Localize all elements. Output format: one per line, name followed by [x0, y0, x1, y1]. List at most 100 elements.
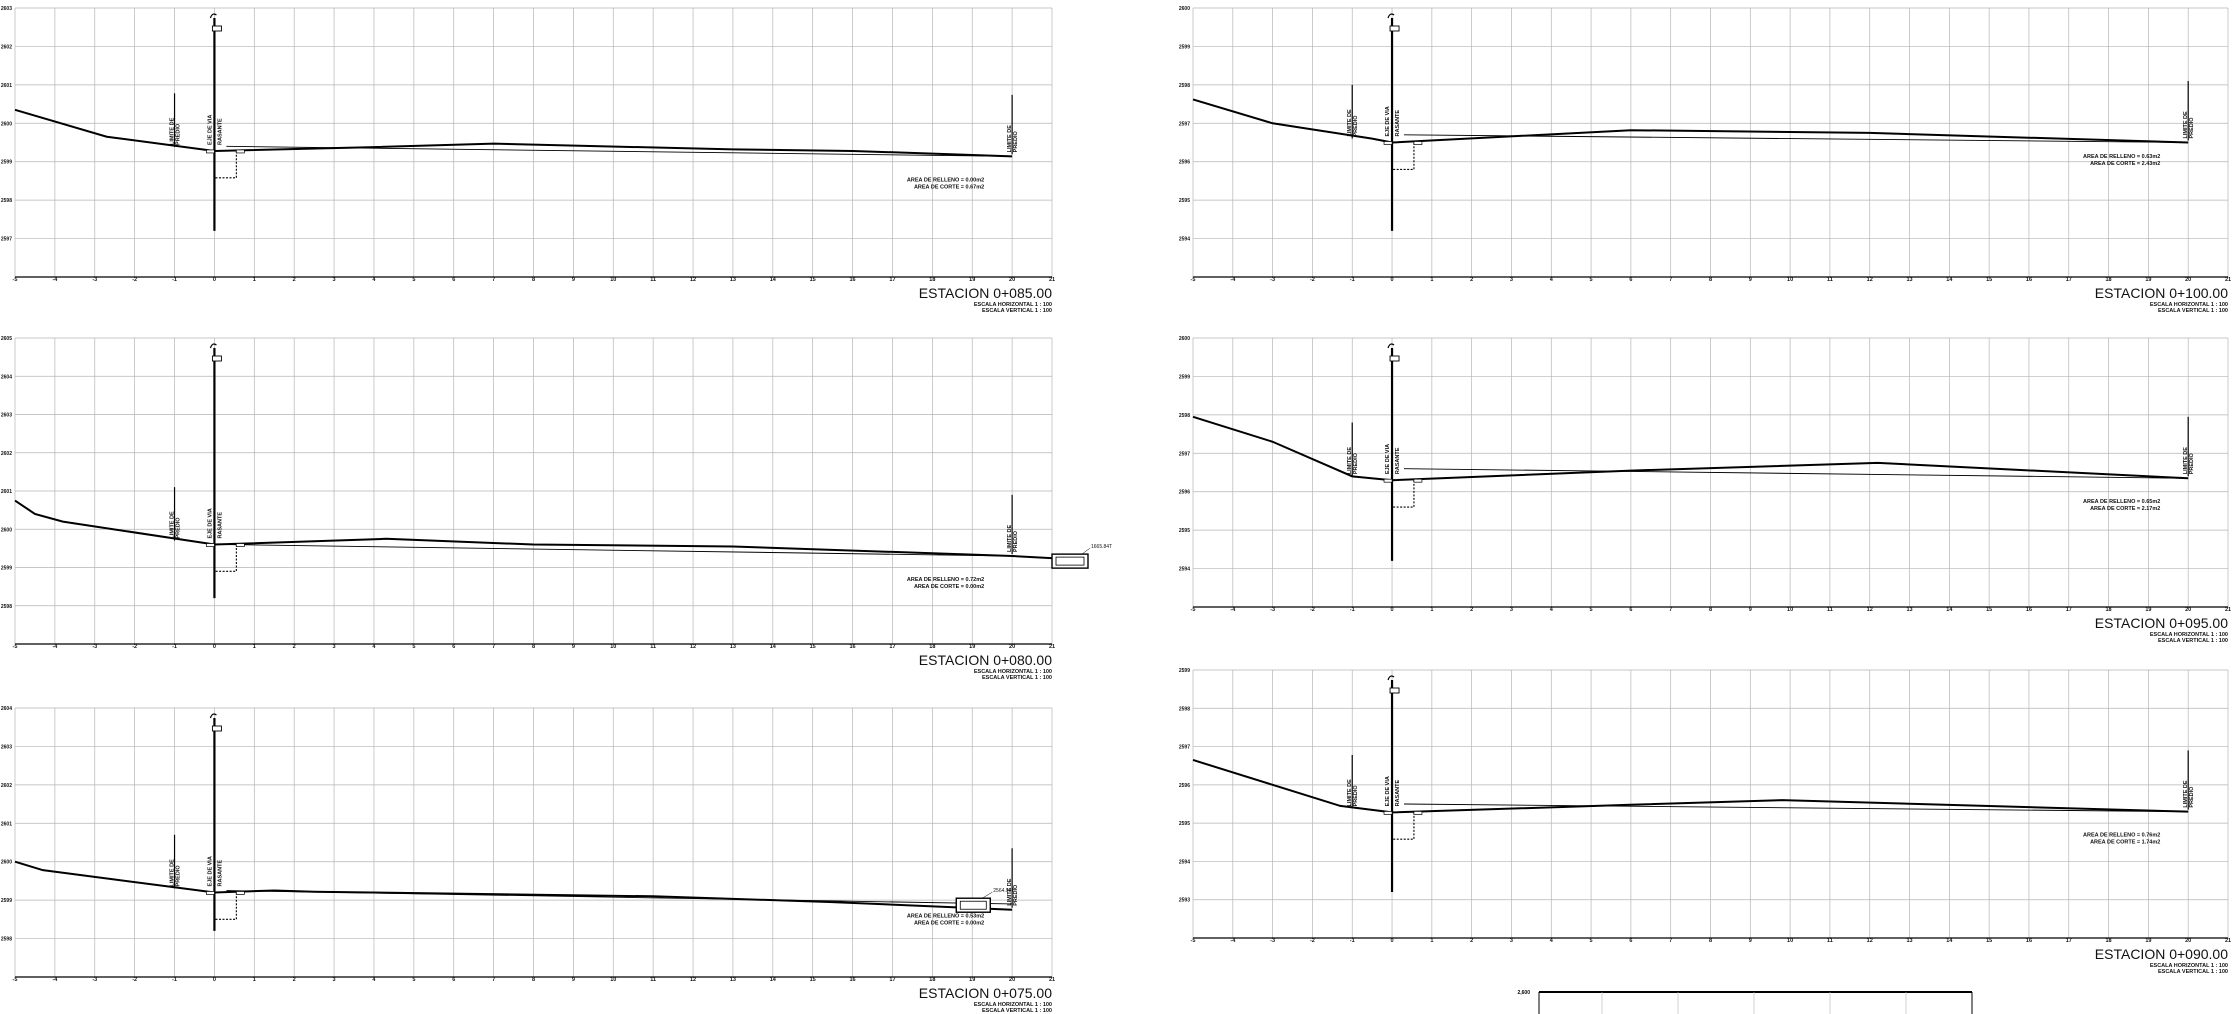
fill-area-label: AREA DE RELLENO = 0.76m2 — [2083, 833, 2160, 839]
x-tick-label: 2 — [1470, 277, 1473, 283]
x-tick-label: 11 — [650, 977, 656, 983]
left-boundary-label: LIMITE DE — [170, 511, 176, 539]
x-tick-label: 6 — [1629, 938, 1632, 944]
x-tick-label: 18 — [2106, 277, 2112, 283]
left-boundary-label-2: PREDIO — [176, 123, 182, 145]
x-tick-label: 10 — [610, 977, 616, 983]
horizontal-scale-label: ESCALA HORIZONTAL 1 : 100 — [974, 1002, 1052, 1008]
x-tick-label: 20 — [1009, 277, 1015, 283]
station-title: ESTACION 0+100.00 — [2095, 285, 2228, 301]
y-tick-label: 2601 — [1, 489, 12, 495]
x-tick-label: 4 — [372, 644, 376, 650]
x-tick-label: 10 — [610, 277, 616, 283]
x-tick-label: 16 — [850, 977, 856, 983]
x-tick-label: 21 — [2225, 938, 2231, 944]
x-tick-label: -1 — [1350, 938, 1355, 944]
pole-cap — [1389, 355, 1400, 362]
pole-cap — [1389, 687, 1400, 694]
x-tick-label: 18 — [2106, 938, 2112, 944]
x-tick-label: 3 — [333, 977, 336, 983]
x-tick-label: 8 — [532, 644, 535, 650]
grade-label: RASANTE — [1395, 780, 1401, 807]
x-tick-label: 3 — [333, 644, 336, 650]
x-tick-label: 19 — [2145, 607, 2151, 613]
x-tick-label: 14 — [1946, 277, 1953, 283]
x-tick-label: 17 — [889, 277, 895, 283]
x-tick-label: 10 — [1787, 938, 1793, 944]
y-tick-label: 2600 — [1179, 336, 1190, 342]
x-tick-label: 18 — [929, 644, 935, 650]
x-tick-label: 19 — [2145, 277, 2151, 283]
y-tick-label: 2601 — [1, 821, 12, 827]
x-tick-label: -3 — [92, 277, 97, 283]
grid — [1192, 7, 2229, 278]
x-tick-label: -5 — [1191, 607, 1196, 613]
x-tick-label: 10 — [1787, 607, 1793, 613]
horizontal-scale-label: ESCALA HORIZONTAL 1 : 100 — [2150, 963, 2228, 969]
grade-label: RASANTE — [217, 512, 223, 539]
x-tick-label: 20 — [1009, 977, 1015, 983]
left-boundary-label-2: PREDIO — [1353, 452, 1359, 474]
x-tick-label: -5 — [13, 644, 18, 650]
vertical-scale-label: ESCALA VERTICAL 1 : 100 — [982, 675, 1052, 681]
y-tick-label: 2602 — [1, 451, 12, 457]
centerline-label: EJE DE VIA — [1385, 106, 1391, 136]
x-tick-label: -3 — [1270, 607, 1275, 613]
x-tick-label: 4 — [1550, 277, 1554, 283]
x-tick-label: 15 — [810, 277, 816, 283]
y-tick-label: 2602 — [1, 44, 12, 50]
fill-area-label: AREA DE RELLENO = 0.00m2 — [907, 177, 984, 183]
grid — [1192, 337, 2229, 608]
centerline-label: EJE DE VIA — [207, 115, 213, 145]
cut-area-label: AREA DE CORTE = 0.00m2 — [914, 584, 984, 590]
curb-left — [1383, 141, 1393, 145]
x-tick-label: 1 — [1430, 277, 1433, 283]
station-title: ESTACION 0+075.00 — [919, 985, 1052, 1001]
x-tick-label: 14 — [770, 277, 777, 283]
y-tick-label: 2597 — [1, 237, 12, 243]
y-tick-label: 2599 — [1, 898, 12, 904]
y-tick-label: 2598 — [1179, 413, 1190, 419]
x-tick-label: 10 — [1787, 277, 1793, 283]
cut-area-label: AREA DE CORTE = 2.43m2 — [2090, 161, 2160, 167]
curb-left — [206, 891, 215, 895]
right-boundary-label: LIMITE DE — [2183, 111, 2189, 139]
x-tick-label: 20 — [2185, 938, 2191, 944]
pole-cap — [211, 725, 222, 732]
x-tick-label: 8 — [1709, 607, 1712, 613]
grid — [14, 337, 1053, 645]
x-tick-label: 12 — [1867, 607, 1873, 613]
pole-hook — [1387, 675, 1395, 681]
x-tick-label: -5 — [13, 977, 18, 983]
left-boundary-label: LIMITE DE — [170, 117, 176, 145]
ground-profile-line — [14, 499, 1084, 561]
x-tick-label: 16 — [850, 644, 856, 650]
pole-cap — [211, 355, 222, 362]
structure-note: 1665.84T — [1091, 544, 1112, 550]
y-tick-label: 2596 — [1179, 160, 1190, 166]
x-tick-label: 17 — [889, 977, 895, 983]
y-tick-label: 2596 — [1179, 490, 1190, 496]
x-tick-label: 9 — [572, 977, 575, 983]
x-tick-label: 4 — [1550, 607, 1554, 613]
centerline-label: EJE DE VIA — [207, 508, 213, 538]
y-tick-label: 2597 — [1179, 121, 1190, 127]
vertical-scale-label: ESCALA VERTICAL 1 : 100 — [2158, 638, 2228, 644]
drain-box — [955, 897, 991, 913]
curb-right — [236, 543, 245, 547]
grid — [14, 7, 1053, 278]
horizontal-scale-label: ESCALA HORIZONTAL 1 : 100 — [974, 302, 1052, 308]
horizontal-scale-label: ESCALA HORIZONTAL 1 : 100 — [2150, 632, 2228, 638]
x-tick-label: 1 — [1430, 607, 1433, 613]
y-tick-label: 2600 — [1, 860, 12, 866]
design-profile-line — [1403, 803, 2189, 813]
left-boundary-label-2: PREDIO — [176, 865, 182, 887]
x-tick-label: 7 — [492, 977, 495, 983]
x-tick-label: 0 — [1391, 277, 1394, 283]
x-tick-label: 20 — [2185, 607, 2191, 613]
station-title: ESTACION 0+080.00 — [919, 652, 1052, 668]
x-tick-label: -2 — [1310, 938, 1315, 944]
